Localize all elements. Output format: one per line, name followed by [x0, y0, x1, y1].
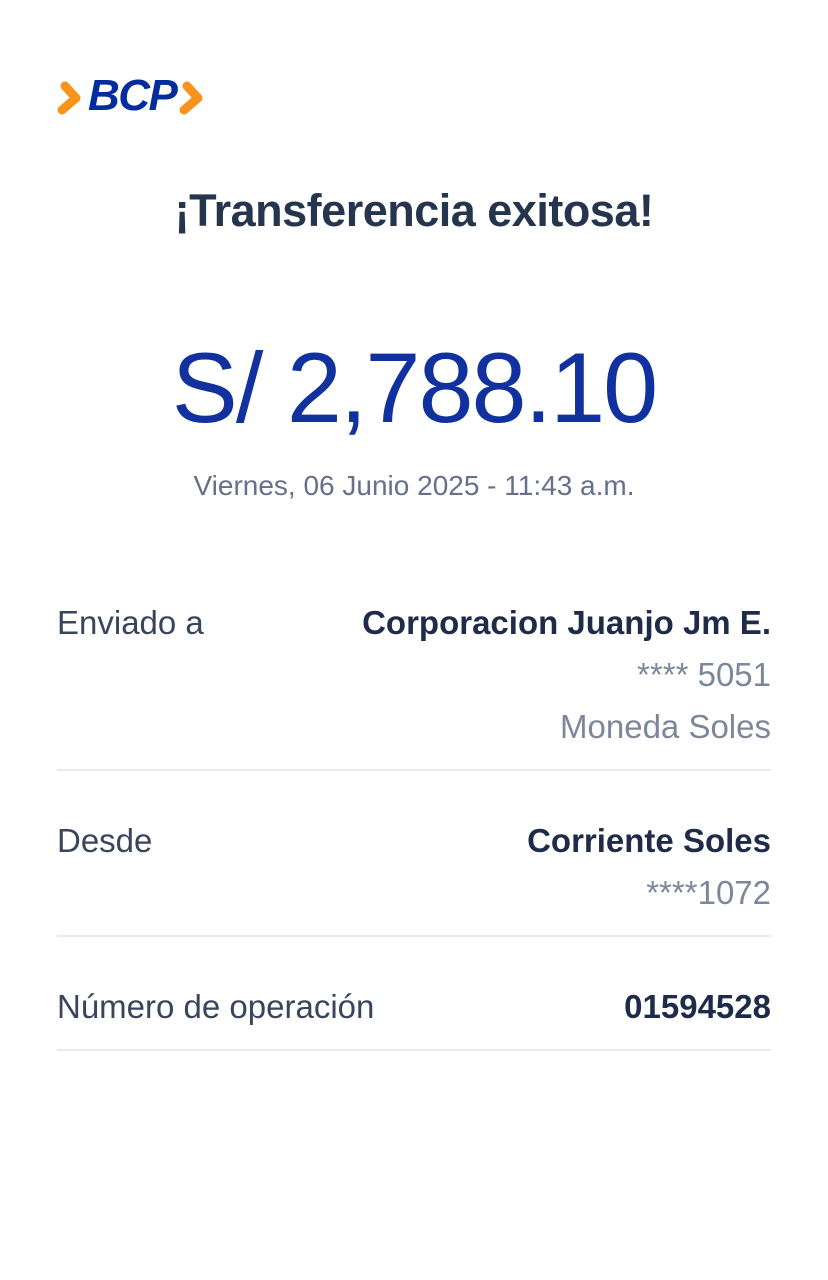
page-title: ¡Transferencia exitosa!: [174, 185, 654, 236]
detail-value-group: Corriente Soles ****1072: [527, 815, 771, 919]
detail-value-group: 01594528: [624, 981, 771, 1033]
detail-label: Desde: [57, 821, 153, 859]
chevron-right-icon: [57, 81, 81, 115]
recipient-currency: Moneda Soles: [560, 707, 771, 745]
source-account-name: Corriente Soles: [527, 821, 771, 859]
recipient-name: Corporacion Juanjo Jm E.: [362, 603, 771, 641]
recipient-account-masked: **** 5051: [637, 655, 771, 693]
transfer-details: Enviado a Corporacion Juanjo Jm E. **** …: [57, 597, 771, 1051]
detail-row-operation-number: Número de operación 01594528: [57, 937, 771, 1051]
transfer-receipt: BCP ¡Transferencia exitosa! S/ 2,788.10 …: [0, 74, 828, 1051]
transfer-amount: S/ 2,788.10: [171, 332, 658, 443]
transfer-datetime: Viernes, 06 Junio 2025 - 11:43 a.m.: [193, 469, 635, 501]
detail-label: Enviado a: [57, 603, 204, 641]
detail-value-group: Corporacion Juanjo Jm E. **** 5051 Moned…: [362, 597, 771, 753]
detail-row-from: Desde Corriente Soles ****1072: [57, 771, 771, 937]
source-account-masked: ****1072: [646, 873, 771, 911]
detail-row-sent-to: Enviado a Corporacion Juanjo Jm E. **** …: [57, 597, 771, 771]
chevron-right-icon: [179, 81, 203, 115]
detail-label: Número de operación: [57, 987, 375, 1025]
operation-number: 01594528: [624, 987, 771, 1025]
logo-text: BCP: [88, 71, 178, 120]
bcp-logo: BCP: [57, 74, 771, 122]
